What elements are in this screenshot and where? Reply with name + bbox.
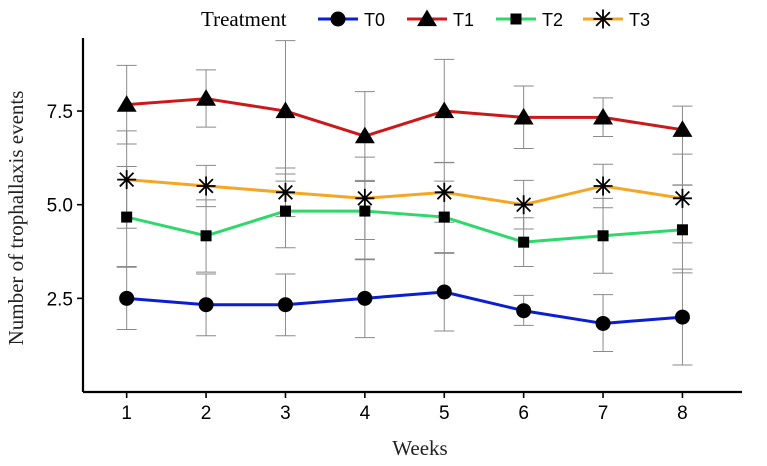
data-point-t3-week-8 (672, 188, 692, 208)
legend-marker-t3 (593, 9, 613, 29)
data-point-t2-week-7 (597, 230, 609, 242)
data-point-t0-week-4 (357, 290, 373, 306)
data-point-t3-week-1 (117, 170, 137, 190)
data-point-t3-week-6 (514, 195, 534, 215)
legend-label-t1: T1 (453, 10, 474, 30)
legend-item-t3: T3 (583, 9, 650, 30)
x-tick-label-1: 1 (121, 403, 132, 424)
data-point-t0-week-2 (198, 297, 214, 313)
legend-item-t1: T1 (407, 9, 474, 30)
legend-item-t0: T0 (318, 10, 385, 30)
x-tick-label-3: 3 (280, 403, 291, 424)
data-point-t2-week-3 (279, 205, 291, 217)
series-line-t1 (126, 97, 683, 138)
x-tick-label-8: 8 (677, 403, 688, 424)
data-point-t0-week-3 (277, 297, 293, 313)
error-bars (116, 40, 693, 366)
legend-marker-t2 (510, 13, 522, 25)
data-point-t1-week-5 (434, 101, 455, 119)
legend-label-t2: T2 (542, 10, 563, 30)
data-point-t2-week-8 (676, 224, 688, 236)
data-point-t0-week-1 (119, 290, 135, 306)
data-point-t2-week-6 (518, 236, 530, 248)
y-axis-title: Number of trophallaxis events (4, 91, 28, 346)
y-tick-label-7.5: 7.5 (47, 102, 73, 123)
data-point-t3-week-7 (593, 176, 613, 196)
x-tick-label-6: 6 (518, 403, 529, 424)
x-tick-label-2: 2 (201, 403, 212, 424)
legend-marker-t0 (330, 11, 346, 27)
data-point-t2-week-1 (121, 211, 133, 223)
data-point-t1-week-4 (354, 126, 375, 144)
axes: 1 2 3 4 5 6 7 8 2.5 5.0 7.5 (47, 38, 742, 424)
data-point-t2-week-2 (200, 230, 212, 242)
legend-title: Treatment (201, 7, 287, 31)
data-point-t1-week-3 (275, 101, 296, 119)
legend-label-t3: T3 (629, 10, 650, 30)
data-point-t0-week-5 (436, 284, 452, 300)
data-point-t3-week-3 (275, 182, 295, 202)
data-point-t1-week-1 (116, 95, 137, 112)
legend-label-t0: T0 (364, 10, 385, 30)
y-tick-label-5.0: 5.0 (47, 196, 73, 217)
x-tick-label-5: 5 (439, 403, 450, 424)
data-point-t0-week-8 (674, 309, 690, 325)
data-point-t3-week-4 (355, 188, 375, 208)
data-point-t0-week-6 (516, 303, 532, 319)
series-line-t0 (126, 290, 683, 325)
series-markers (116, 89, 693, 331)
x-axis-title: Weeks (392, 436, 447, 460)
data-point-t1-week-6 (513, 107, 534, 125)
y-tick-label-2.5: 2.5 (47, 289, 73, 310)
legend-marker-t1 (417, 9, 437, 27)
x-tick-label-7: 7 (598, 403, 609, 424)
data-point-t3-week-5 (434, 182, 454, 202)
data-point-t2-week-5 (438, 211, 450, 223)
series-lines (126, 97, 683, 325)
series-line-t2 (126, 209, 683, 244)
legend-item-t2: T2 (496, 10, 563, 30)
series-line-t3 (126, 178, 683, 207)
data-point-t1-week-7 (593, 107, 614, 125)
x-tick-label-4: 4 (360, 403, 371, 424)
legend: Treatment T0 T1 T2 T3 (201, 7, 650, 31)
data-point-t2-week-4 (359, 205, 371, 217)
data-point-t3-week-2 (196, 176, 216, 196)
data-point-t1-week-8 (672, 120, 693, 137)
data-point-t1-week-2 (196, 89, 217, 106)
data-point-t0-week-7 (595, 315, 611, 331)
